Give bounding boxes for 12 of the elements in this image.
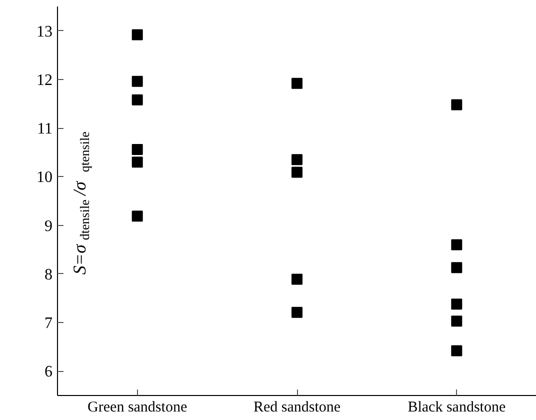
x-tick-label: Green sandstone — [88, 400, 188, 416]
y-tick-label: 10 — [36, 169, 52, 186]
y-axis-title: S=σdtensile/σqtensile — [70, 131, 92, 275]
x-tick-label: Red sandstone — [253, 400, 341, 416]
y-tick-label: 12 — [36, 72, 52, 89]
y-tick-label: 11 — [37, 120, 52, 138]
y-tick-label: 9 — [44, 218, 52, 235]
y-tick-label: 8 — [44, 266, 52, 284]
x-tick-label: Black sandstone — [408, 400, 506, 416]
y-tick-label: 13 — [36, 23, 52, 40]
y-tick-label: 6 — [44, 364, 52, 381]
y-tick-label: 7 — [44, 315, 52, 332]
